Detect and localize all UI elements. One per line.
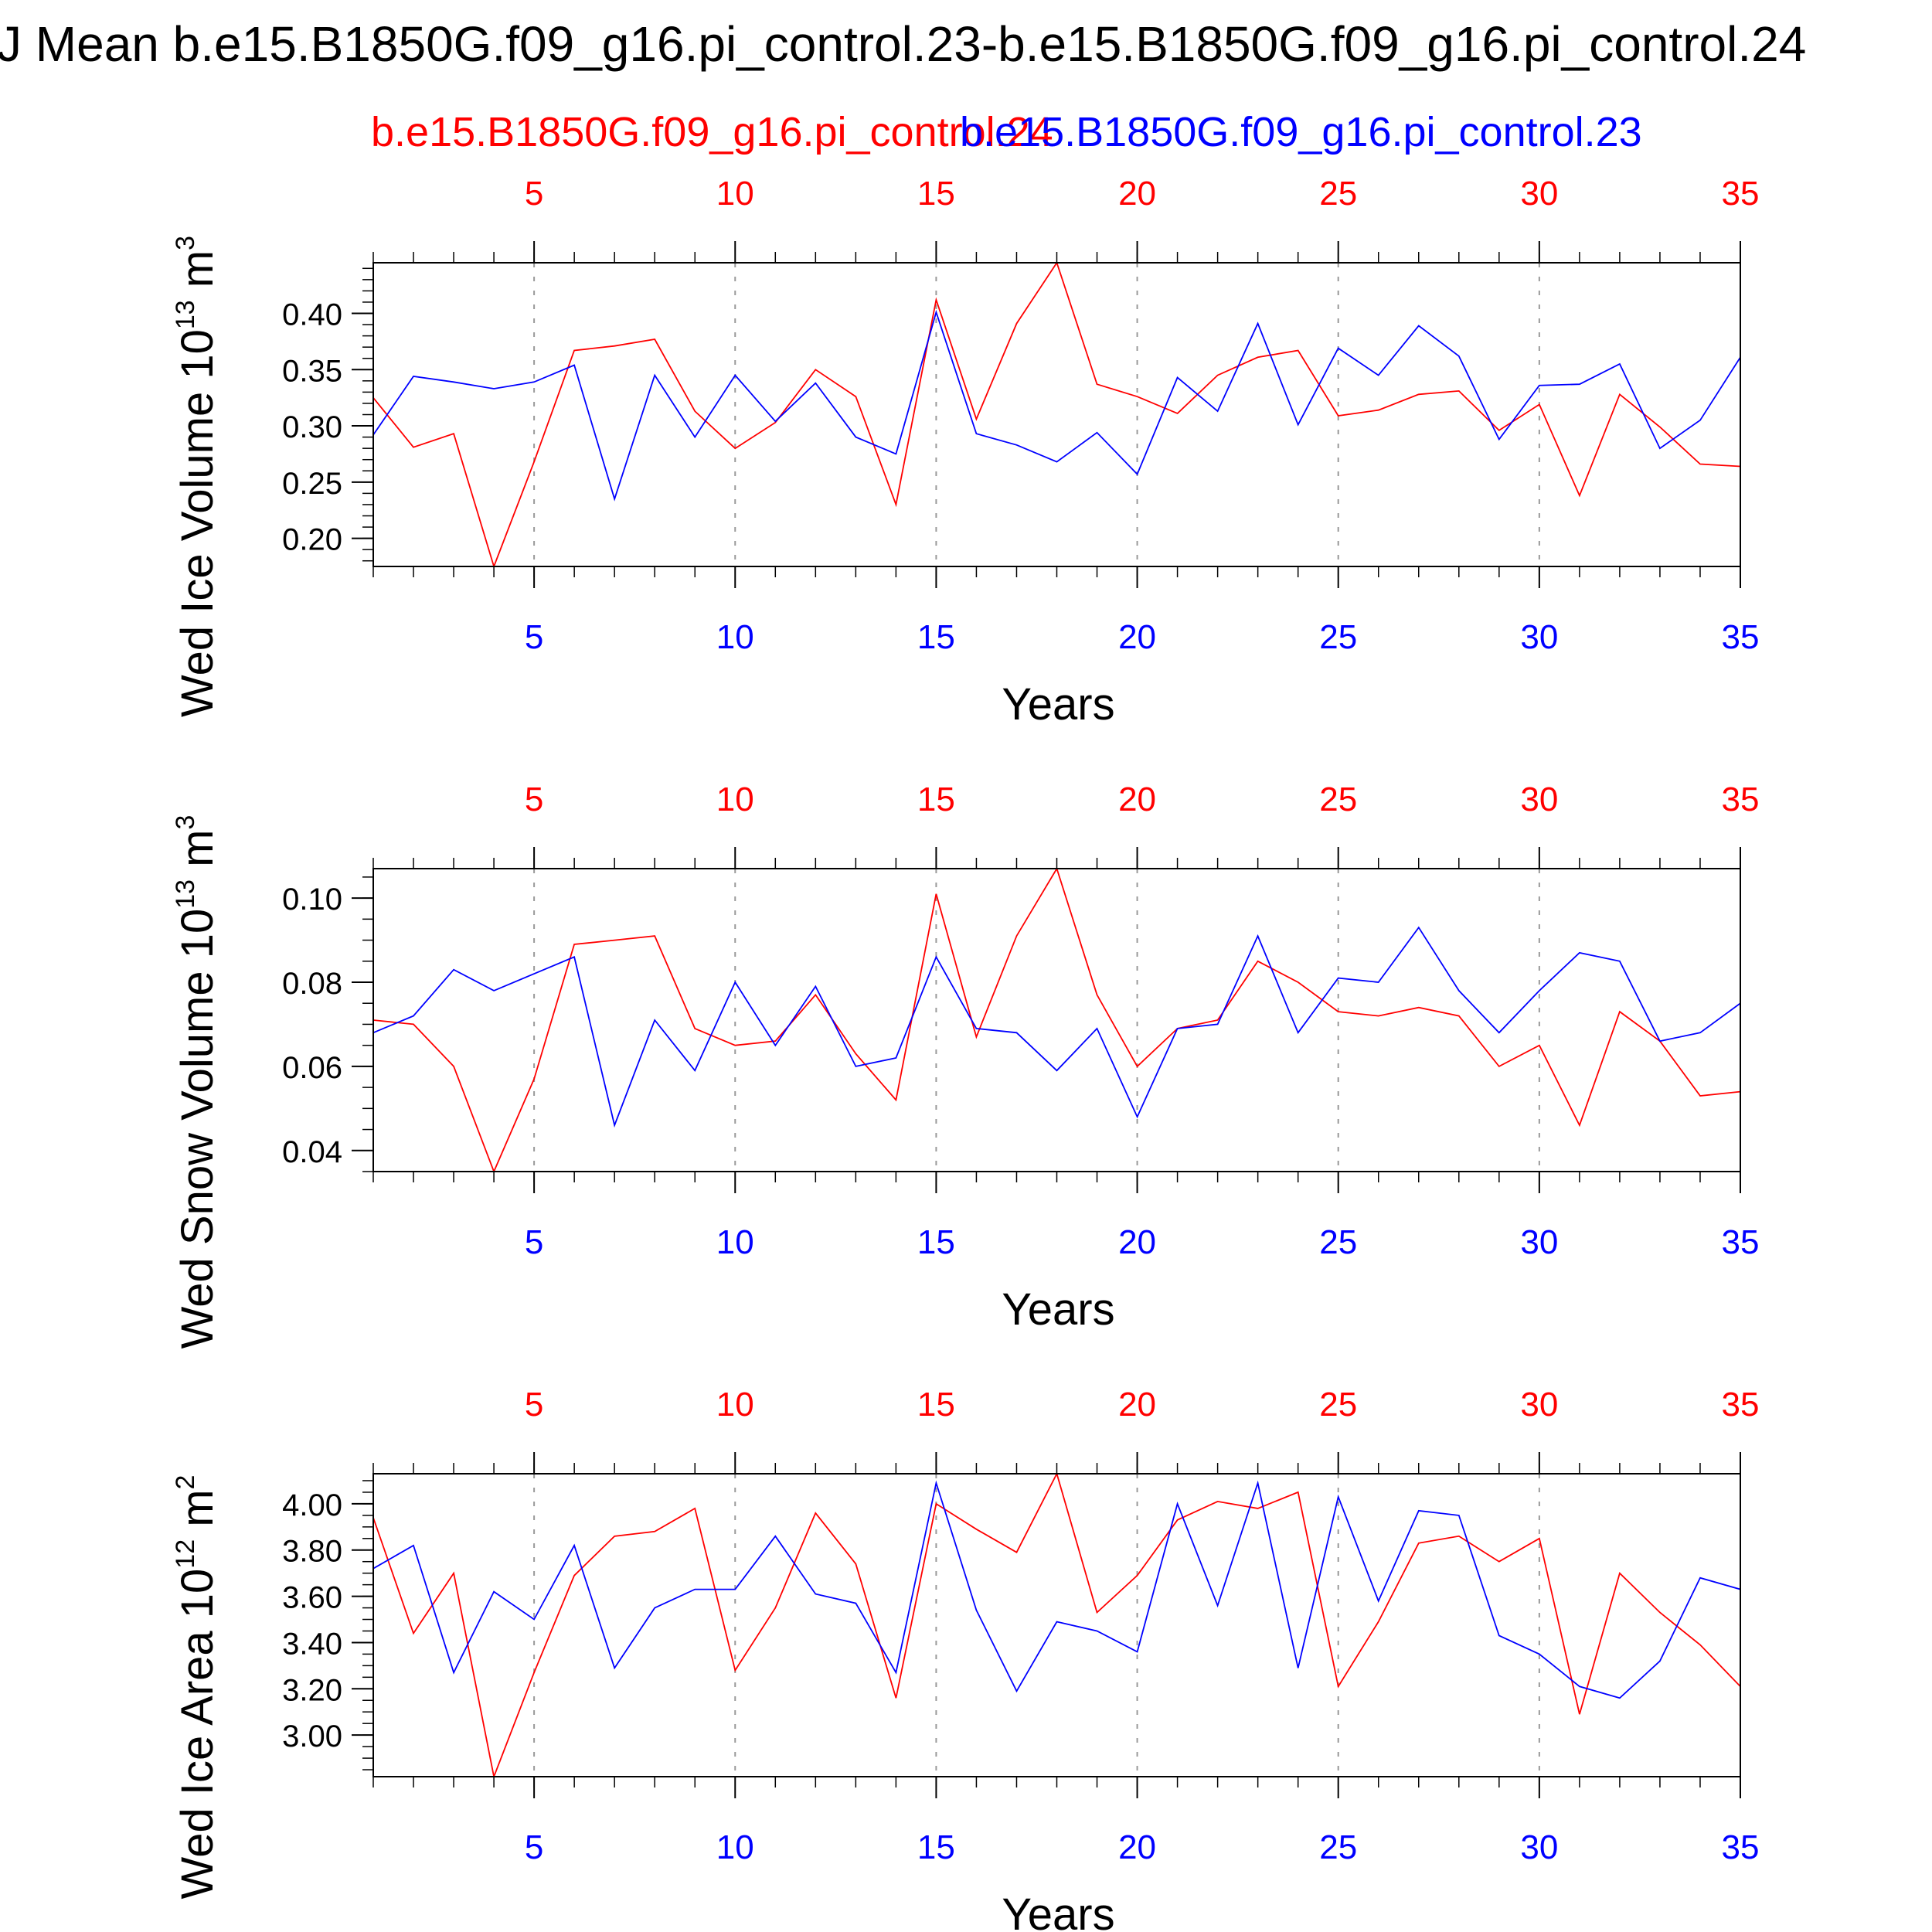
series-line-blue — [373, 1480, 1740, 1699]
y-tick-label: 3.00 — [282, 1719, 342, 1753]
y-axis-label: Wed Ice Area 1012 m2 — [171, 1475, 223, 1900]
x-tick-label-bottom: 10 — [716, 1223, 754, 1261]
x-tick-label-bottom: 25 — [1319, 1223, 1357, 1261]
series-line-red — [373, 869, 1740, 1172]
x-tick-label-top: 30 — [1520, 1386, 1558, 1423]
case-label-red: b.e15.B1850G.f09_g16.pi_control.24 — [371, 109, 1053, 155]
x-tick-label-bottom: 5 — [525, 1223, 543, 1261]
y-tick-label: 0.20 — [282, 523, 342, 557]
y-tick-label: 0.08 — [282, 967, 342, 1001]
y-tick-label: 0.35 — [282, 354, 342, 388]
y-tick-label: 0.30 — [282, 410, 342, 444]
y-tick-label: 0.06 — [282, 1051, 342, 1085]
x-tick-label-top: 15 — [917, 781, 955, 818]
x-tick-label-bottom: 20 — [1118, 1223, 1156, 1261]
x-tick-label-bottom: 5 — [525, 618, 543, 656]
x-tick-label-bottom: 25 — [1319, 1828, 1357, 1866]
y-tick-label: 3.80 — [282, 1535, 342, 1569]
x-tick-label-top: 5 — [525, 1386, 543, 1423]
x-tick-label-top: 35 — [1722, 781, 1760, 818]
x-tick-label-top: 20 — [1118, 1386, 1156, 1423]
x-tick-label-top: 5 — [525, 175, 543, 213]
y-axis-label: Wed Ice Volume 1013 m3 — [171, 236, 223, 717]
series-line-red — [373, 1474, 1740, 1777]
y-tick-label: 3.60 — [282, 1581, 342, 1615]
x-tick-label-bottom: 10 — [716, 1828, 754, 1866]
x-tick-label-top: 35 — [1722, 1386, 1760, 1423]
x-tick-label-bottom: 15 — [917, 1223, 955, 1261]
x-tick-label-top: 25 — [1319, 175, 1357, 213]
x-tick-label-bottom: 15 — [917, 1828, 955, 1866]
x-tick-label-top: 15 — [917, 1386, 955, 1423]
x-tick-label-top: 20 — [1118, 781, 1156, 818]
y-tick-label: 3.20 — [282, 1673, 342, 1707]
x-tick-label-bottom: 5 — [525, 1828, 543, 1866]
x-tick-label-bottom: 35 — [1722, 1828, 1760, 1866]
x-tick-label-bottom: 35 — [1722, 1223, 1760, 1261]
y-tick-label: 3.40 — [282, 1627, 342, 1661]
series-line-blue — [373, 926, 1740, 1128]
chart-panel-3: 3.00 3.20 3.40 3.60 3.80 4.00 5 5 10 10 15 15 20 20 25… — [171, 1386, 1759, 1932]
x-tick-label-top: 15 — [917, 175, 955, 213]
series-line-red — [373, 263, 1740, 566]
x-axis-label: Years — [1002, 679, 1114, 730]
plot-frame — [372, 1473, 1741, 1777]
x-tick-label-bottom: 20 — [1118, 618, 1156, 656]
chart-panel-2: 0.04 0.06 0.08 0.10 5 5 10 10 15 15 20 20 25 25 30 30 35… — [171, 781, 1759, 1349]
y-axis-label: Wed Snow Volume 1013 m3 — [171, 815, 223, 1349]
y-tick-label: 0.04 — [282, 1135, 342, 1169]
x-tick-label-bottom: 35 — [1722, 618, 1760, 656]
x-tick-label-bottom: 30 — [1520, 1828, 1558, 1866]
plot-frame — [372, 868, 1741, 1172]
plot-frame — [372, 262, 1741, 567]
x-tick-label-top: 10 — [716, 781, 754, 818]
x-tick-label-bottom: 30 — [1520, 1223, 1558, 1261]
y-tick-label: 0.10 — [282, 883, 342, 917]
x-tick-label-top: 35 — [1722, 175, 1760, 213]
x-tick-label-top: 10 — [716, 175, 754, 213]
x-axis-label: Years — [1002, 1284, 1114, 1335]
x-tick-label-top: 30 — [1520, 781, 1558, 818]
x-axis-label: Years — [1002, 1889, 1114, 1932]
x-tick-label-bottom: 10 — [716, 618, 754, 656]
x-tick-label-bottom: 20 — [1118, 1828, 1156, 1866]
x-tick-label-top: 5 — [525, 781, 543, 818]
page-title: MJ Mean b.e15.B1850G.f09_g16.pi_control.… — [0, 16, 1807, 72]
case-label-blue: b.e15.B1850G.f09_g16.pi_control.23 — [960, 109, 1642, 155]
x-tick-label-bottom: 30 — [1520, 618, 1558, 656]
y-tick-label: 4.00 — [282, 1488, 342, 1522]
chart-panel-1: 0.20 0.25 0.30 0.35 0.40 5 5 10 10 15 15 20 20 25 25 30… — [171, 175, 1759, 730]
x-tick-label-top: 30 — [1520, 175, 1558, 213]
x-tick-label-bottom: 15 — [917, 618, 955, 656]
x-tick-label-top: 25 — [1319, 781, 1357, 818]
y-tick-label: 0.25 — [282, 467, 342, 501]
x-tick-label-top: 20 — [1118, 175, 1156, 213]
x-tick-label-top: 10 — [716, 1386, 754, 1423]
x-tick-label-bottom: 25 — [1319, 618, 1357, 656]
x-tick-label-top: 25 — [1319, 1386, 1357, 1423]
y-tick-label: 0.40 — [282, 298, 342, 332]
series-line-blue — [373, 309, 1740, 502]
